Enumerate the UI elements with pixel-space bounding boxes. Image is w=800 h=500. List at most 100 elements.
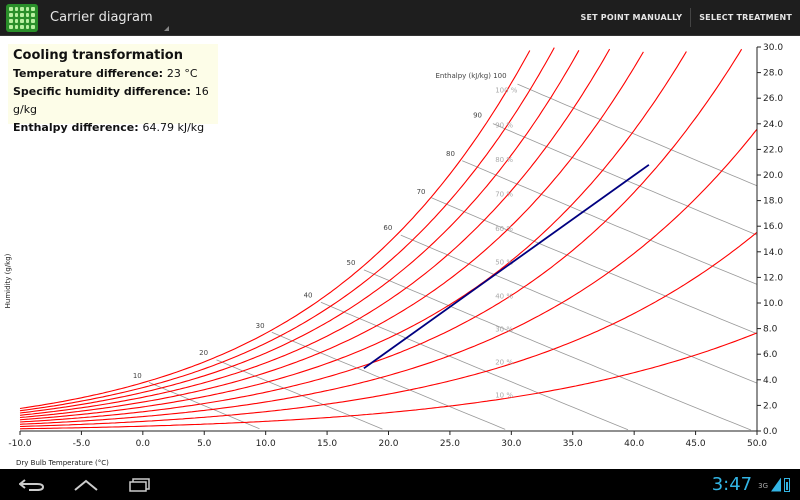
select-treatment-button[interactable]: SELECT TREATMENT xyxy=(699,13,792,22)
y-tick-label: 14.0 xyxy=(763,248,783,258)
x-tick-label: 10.0 xyxy=(256,439,276,449)
battery-icon xyxy=(784,477,790,492)
x-tick-label: 20.0 xyxy=(378,439,398,449)
enthalpy-line xyxy=(320,301,629,431)
enthalpy-line xyxy=(517,83,758,187)
y-tick-label: 4.0 xyxy=(763,376,778,386)
temperature-difference-label: Temperature difference: xyxy=(13,67,164,80)
rh-label: 90 % xyxy=(495,121,513,129)
x-tick-label: 50.0 xyxy=(747,439,767,449)
spinner-caret-icon xyxy=(163,26,169,31)
x-tick-label: 35.0 xyxy=(563,439,583,449)
y-tick-label: 20.0 xyxy=(763,171,783,181)
back-button[interactable] xyxy=(12,469,52,500)
y-tick-label: 16.0 xyxy=(763,222,783,232)
x-tick-label: 30.0 xyxy=(501,439,521,449)
enthalpy-label: 80 xyxy=(446,150,455,158)
x-tick-label: 25.0 xyxy=(440,439,460,449)
set-point-manually-button[interactable]: SET POINT MANUALLY xyxy=(580,13,683,22)
status-area[interactable]: 3:47 3G xyxy=(712,474,790,495)
enthalpy-label: 10 xyxy=(133,372,142,380)
enthalpy-line xyxy=(363,269,752,431)
grid-app-icon[interactable] xyxy=(6,3,38,32)
x-tick-label: 0.0 xyxy=(136,439,151,449)
enthalpy-label: Enthalpy (kJ/kg) 100 xyxy=(435,72,506,80)
y-axis-label: Humidity (g/kg) xyxy=(4,253,12,308)
enthalpy-line xyxy=(148,382,260,430)
y-tick-label: 10.0 xyxy=(763,299,783,309)
humidity-difference-row: Specific humidity difference: 16 g/kg xyxy=(13,83,213,119)
clock: 3:47 xyxy=(711,474,753,495)
psychrometric-chart[interactable]: 10 20 30 40 50 60 70 80 90 Enthalpy (kJ/kg) 100 10… xyxy=(0,36,800,469)
rh-curve xyxy=(19,128,758,425)
humidity-difference-label: Specific humidity difference: xyxy=(13,85,191,98)
enthalpy-difference-row: Enthalpy difference: 64.79 kJ/kg xyxy=(13,119,213,137)
x-tick-label: 45.0 xyxy=(686,439,706,449)
y-tick-label: 28.0 xyxy=(763,69,783,79)
humidity-difference-value: 16 g/kg xyxy=(13,85,209,116)
transformation-line xyxy=(363,164,650,370)
enthalpy-label: 70 xyxy=(417,188,426,196)
enthalpy-difference-value: 64.79 kJ/kg xyxy=(142,121,205,134)
info-title: Cooling transformation xyxy=(13,48,183,63)
action-bar: Carrier diagram SET POINT MANUALLY SELEC… xyxy=(0,0,800,36)
app-title-spinner[interactable]: Carrier diagram xyxy=(50,10,169,31)
y-tick-label: 18.0 xyxy=(763,197,783,207)
x-tick-label: -5.0 xyxy=(73,439,91,449)
y-tick-label: 2.0 xyxy=(763,401,778,411)
back-icon xyxy=(19,478,45,491)
enthalpy-label: 20 xyxy=(199,349,208,357)
home-button[interactable] xyxy=(66,469,106,500)
rh-curve xyxy=(19,48,611,416)
rh-label: 40 % xyxy=(495,292,513,300)
navigation-bar: 3:47 3G xyxy=(0,469,800,500)
y-tick-label: 6.0 xyxy=(763,350,778,360)
x-tick-label: 40.0 xyxy=(624,439,644,449)
rh-curve xyxy=(19,332,758,430)
home-icon xyxy=(74,479,98,491)
enthalpy-label: 90 xyxy=(473,112,482,120)
y-tick-label: 30.0 xyxy=(763,43,783,53)
recent-apps-icon xyxy=(129,477,150,492)
enthalpy-label: 30 xyxy=(256,322,265,330)
app-title: Carrier diagram xyxy=(50,10,153,25)
recent-apps-button[interactable] xyxy=(120,469,160,500)
rh-label: 20 % xyxy=(495,359,513,367)
rh-curve xyxy=(19,231,758,428)
rh-curve xyxy=(19,51,687,421)
rh-label: 50 % xyxy=(495,259,513,267)
rh-curve xyxy=(19,48,743,423)
enthalpy-difference-label: Enthalpy difference: xyxy=(13,121,139,134)
rh-label: 60 % xyxy=(495,225,513,233)
y-tick-label: 26.0 xyxy=(763,94,783,104)
chart-canvas: 10 20 30 40 50 60 70 80 90 Enthalpy (kJ/kg) 100 10… xyxy=(4,43,783,467)
x-tick-label: 5.0 xyxy=(197,439,212,449)
y-tick-label: 24.0 xyxy=(763,120,783,130)
rh-curve xyxy=(19,50,580,414)
enthalpy-line xyxy=(271,331,506,430)
action-divider xyxy=(690,8,692,27)
rh-curve xyxy=(19,47,555,412)
rh-label: 10 % xyxy=(495,391,513,399)
y-tick-label: 12.0 xyxy=(763,273,783,283)
rh-label: 30 % xyxy=(495,326,513,334)
y-tick-label: 22.0 xyxy=(763,145,783,155)
rh-curve xyxy=(19,51,644,419)
enthalpy-line xyxy=(462,160,758,285)
x-tick-label: 15.0 xyxy=(317,439,337,449)
x-tick-label: -10.0 xyxy=(8,439,32,449)
signal-icon xyxy=(771,477,781,492)
x-axis-label: Dry Bulb Temperature (°C) xyxy=(16,459,109,467)
temperature-difference-row: Temperature difference: 23 °C xyxy=(13,65,213,83)
enthalpy-line xyxy=(492,123,758,236)
temperature-difference-value: 23 °C xyxy=(166,67,198,80)
rh-label: 70 % xyxy=(495,191,513,199)
info-panel: Cooling transformation Temperature diffe… xyxy=(8,44,218,134)
enthalpy-line xyxy=(400,234,758,384)
enthalpy-label: 50 xyxy=(347,259,356,267)
y-tick-label: 0.0 xyxy=(763,427,778,437)
rh-label: 100 % xyxy=(495,86,518,94)
enthalpy-line xyxy=(431,197,758,335)
enthalpy-label: 40 xyxy=(304,291,313,299)
enthalpy-line xyxy=(216,359,383,430)
